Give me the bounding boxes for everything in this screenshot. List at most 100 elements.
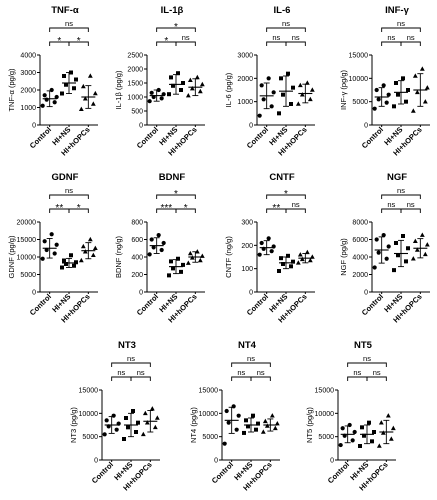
significance-label: ns — [65, 19, 73, 28]
data-point — [54, 242, 59, 247]
significance-bracket — [68, 208, 89, 213]
data-point — [299, 256, 305, 262]
data-point — [234, 427, 239, 432]
y-tick-label: 5000 — [202, 434, 218, 441]
chart-title: NT4 — [238, 340, 257, 351]
chart-title: NT5 — [354, 340, 373, 351]
data-point — [259, 83, 264, 88]
data-point — [422, 251, 428, 257]
data-point — [352, 429, 357, 435]
data-point — [187, 250, 193, 256]
y-tick-label: 5000 — [352, 99, 368, 106]
data-point — [176, 256, 180, 261]
significance-bracket — [347, 376, 368, 381]
y-tick-label: 20000 — [17, 220, 37, 227]
data-point — [92, 245, 98, 251]
data-point — [390, 425, 396, 431]
data-point — [169, 259, 173, 264]
data-point — [197, 257, 203, 263]
significance-label: ns — [292, 200, 300, 209]
y-tick-label: 0 — [330, 458, 334, 465]
significance-bracket — [266, 41, 287, 46]
data-point — [304, 80, 310, 85]
significance-label: * — [164, 36, 168, 47]
data-point — [372, 430, 376, 434]
data-point — [406, 88, 410, 92]
y-tick-label: 0 — [214, 458, 218, 465]
chart-title: NT3 — [118, 340, 136, 351]
data-point — [154, 415, 160, 420]
significance-bracket — [68, 41, 89, 46]
data-point — [370, 439, 374, 444]
y-tick-label: 15000 — [315, 388, 335, 395]
data-point — [111, 413, 116, 418]
significance-bracket — [366, 376, 387, 381]
y-tick-label: 1500 — [127, 81, 143, 88]
data-point — [194, 74, 200, 80]
data-point — [62, 74, 66, 78]
data-point — [169, 75, 173, 80]
data-point — [140, 431, 146, 437]
data-point — [152, 424, 158, 430]
y-tick-label: 0 — [364, 123, 368, 130]
significance-label: ns — [65, 186, 73, 195]
data-point — [401, 234, 405, 238]
y-tick-label: 500 — [131, 109, 143, 116]
data-point — [394, 241, 398, 245]
data-point — [80, 243, 86, 249]
data-point — [251, 413, 255, 418]
significance-bracket — [285, 41, 306, 46]
data-point — [266, 236, 271, 241]
data-point — [307, 257, 313, 263]
significance-bracket — [266, 194, 306, 199]
y-axis-label: NT3 (pg/g) — [69, 407, 78, 443]
data-point — [396, 92, 400, 97]
data-point — [412, 73, 418, 78]
significance-bracket — [130, 376, 151, 381]
significance-label: * — [77, 36, 81, 47]
y-tick-label: 0 — [139, 290, 143, 297]
y-tick-label: 800 — [131, 220, 143, 227]
y-tick-label: 0 — [32, 290, 36, 297]
significance-label: ns — [387, 33, 395, 42]
data-point — [156, 233, 161, 238]
y-tick-label: 3000 — [20, 70, 36, 77]
significance-bracket — [231, 362, 271, 367]
significance-bracket — [49, 194, 89, 199]
significance-label: ns — [272, 33, 280, 42]
significance-label: ns — [363, 354, 371, 363]
significance-bracket — [250, 376, 271, 381]
data-point — [384, 256, 389, 261]
significance-label: ns — [397, 186, 405, 195]
data-point — [259, 240, 264, 246]
y-tick-label: 15000 — [349, 53, 369, 60]
data-point — [261, 97, 266, 102]
significance-label: ** — [272, 203, 280, 214]
data-point — [114, 427, 119, 432]
chart-title: TNF-α — [51, 5, 79, 16]
y-tick-label: 1000 — [127, 95, 143, 102]
data-point — [374, 237, 379, 242]
data-point — [54, 94, 59, 100]
data-point — [147, 252, 152, 257]
significance-label: ns — [247, 354, 255, 363]
data-point — [131, 409, 135, 413]
data-point — [281, 92, 285, 97]
data-point — [189, 86, 195, 91]
data-point — [279, 76, 283, 81]
y-tick-label: 10000 — [199, 411, 219, 418]
data-point — [376, 250, 381, 255]
data-point — [424, 242, 430, 247]
data-point — [185, 260, 191, 265]
data-point — [78, 257, 84, 263]
data-point — [62, 258, 66, 263]
y-axis-label: GDNF (pg/g) — [7, 235, 16, 278]
data-point — [281, 262, 285, 266]
data-point — [350, 438, 355, 443]
data-point — [49, 87, 54, 93]
data-point — [199, 81, 205, 87]
